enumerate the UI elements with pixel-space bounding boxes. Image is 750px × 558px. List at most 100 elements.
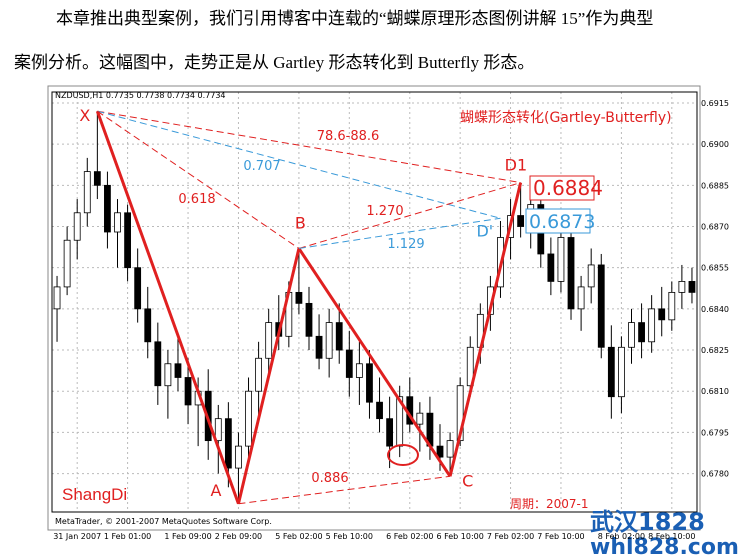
y-tick-label: 0.6855 bbox=[701, 264, 729, 273]
price-label: 0.6873 bbox=[529, 211, 595, 233]
chart-title: 蝴蝶形态转化(Gartley-Butterfly) bbox=[460, 110, 672, 126]
candle-body bbox=[678, 281, 686, 293]
x-tick-label: 1 Feb 01:00 bbox=[104, 532, 151, 541]
candle-body bbox=[547, 253, 555, 282]
y-tick-label: 0.6780 bbox=[701, 470, 729, 479]
candle-body bbox=[335, 322, 343, 351]
paragraph-line: 案例分析。这幅图中，走势正是从 Gartley 形态转化到 Butterfly … bbox=[14, 53, 534, 72]
candle-body bbox=[305, 302, 313, 337]
candle-body bbox=[224, 418, 232, 469]
candle-body bbox=[265, 322, 273, 359]
candle-body bbox=[436, 445, 444, 458]
ratio-line bbox=[97, 110, 501, 219]
candle-body bbox=[658, 308, 666, 321]
price-box bbox=[525, 208, 591, 234]
point-label: X bbox=[79, 106, 90, 125]
ratio-label: 78.6-88.6 bbox=[317, 129, 380, 144]
period: 周期：2007-1 bbox=[510, 497, 589, 511]
candle-body bbox=[164, 363, 172, 387]
ratio-line bbox=[97, 110, 300, 249]
x-tick-label: 8 Feb 10:00 bbox=[648, 532, 695, 541]
candle-body bbox=[638, 322, 645, 343]
candle-body bbox=[416, 412, 424, 425]
point-label: C bbox=[462, 471, 473, 490]
candle-body bbox=[255, 357, 263, 392]
ratio-label: 1.270 bbox=[366, 204, 403, 219]
candle-body bbox=[134, 267, 142, 310]
price-label: 0.6884 bbox=[533, 176, 603, 200]
candle-body bbox=[386, 418, 394, 447]
point-label: A bbox=[210, 481, 221, 500]
candle-body bbox=[355, 363, 363, 378]
candle-body bbox=[114, 212, 121, 233]
x-tick-label: 31 Jan 2007 bbox=[53, 532, 101, 541]
chart-frame bbox=[47, 85, 701, 531]
x-tick-label: 5 Feb 10:00 bbox=[326, 532, 373, 541]
pattern-leg bbox=[448, 182, 523, 477]
candle-body bbox=[577, 286, 585, 310]
pattern-leg bbox=[95, 110, 240, 505]
candle-body bbox=[325, 322, 333, 359]
candle-body bbox=[154, 341, 162, 387]
ratio-label: 0.618 bbox=[178, 192, 215, 207]
paragraph-line: 本章推出典型案例，我们引用博客中连载的“蝴蝶原理形态图例讲解 15”作为典型 bbox=[56, 9, 653, 28]
point-label: D1 bbox=[505, 156, 528, 175]
candle-body bbox=[557, 237, 565, 282]
candle-body bbox=[466, 346, 474, 387]
candle-body bbox=[295, 291, 303, 304]
ratio-label: 0.707 bbox=[243, 159, 280, 174]
candle-body bbox=[366, 363, 373, 403]
ratio-line bbox=[298, 182, 521, 249]
ratio-line bbox=[97, 110, 521, 184]
candle-body bbox=[53, 286, 61, 310]
candle-body bbox=[628, 322, 635, 348]
x-tick-label: 2 Feb 09:00 bbox=[215, 532, 262, 541]
candle-body bbox=[245, 390, 252, 447]
candle-body bbox=[174, 363, 182, 378]
pattern-leg bbox=[297, 247, 452, 478]
candle-body bbox=[144, 308, 152, 343]
point-label: D' bbox=[476, 221, 493, 240]
watermark: whl828.com bbox=[590, 535, 739, 558]
x-tick-label: 8 Feb 02:00 bbox=[598, 532, 645, 541]
candle-body bbox=[184, 377, 192, 406]
ratio-label: 1.129 bbox=[387, 237, 424, 252]
candle-body bbox=[73, 212, 81, 241]
x-tick-label: 5 Feb 02:00 bbox=[275, 532, 322, 541]
y-tick-label: 0.6825 bbox=[701, 346, 729, 355]
y-tick-label: 0.6900 bbox=[701, 140, 729, 149]
candle-body bbox=[235, 445, 242, 469]
x-tick-label: 7 Feb 02:00 bbox=[487, 532, 534, 541]
candle-body bbox=[83, 171, 91, 214]
y-tick-label: 0.6810 bbox=[701, 387, 729, 396]
candle-body bbox=[124, 212, 131, 269]
candle-body bbox=[607, 346, 615, 398]
candle-body bbox=[446, 440, 454, 458]
highlight-ellipse bbox=[387, 444, 419, 466]
candle-body bbox=[668, 291, 676, 321]
candle-body bbox=[567, 237, 575, 310]
point-label: B bbox=[295, 213, 306, 232]
pattern-leg bbox=[236, 248, 301, 505]
candle-body bbox=[315, 335, 323, 359]
footer: MetaTrader, © 2001-2007 MetaQuotes Softw… bbox=[55, 517, 272, 526]
ratio-line bbox=[238, 475, 451, 505]
candle-body bbox=[93, 171, 101, 186]
candle-body bbox=[345, 349, 353, 378]
candle-body bbox=[214, 418, 222, 442]
candle-body bbox=[104, 184, 111, 233]
x-tick-label: 6 Feb 02:00 bbox=[386, 532, 433, 541]
candle-body bbox=[688, 281, 696, 293]
candle-body bbox=[597, 264, 605, 348]
candle-body bbox=[648, 308, 656, 343]
candle-body bbox=[63, 239, 71, 288]
ratio-line bbox=[298, 217, 501, 249]
candle-body bbox=[517, 215, 525, 227]
watermark: 武汉1828 bbox=[590, 508, 705, 536]
y-tick-label: 0.6840 bbox=[701, 305, 729, 314]
y-tick-label: 0.6885 bbox=[701, 181, 729, 190]
x-tick-label: 7 Feb 10:00 bbox=[537, 532, 584, 541]
price-box bbox=[529, 175, 595, 201]
candle-body bbox=[618, 346, 625, 398]
